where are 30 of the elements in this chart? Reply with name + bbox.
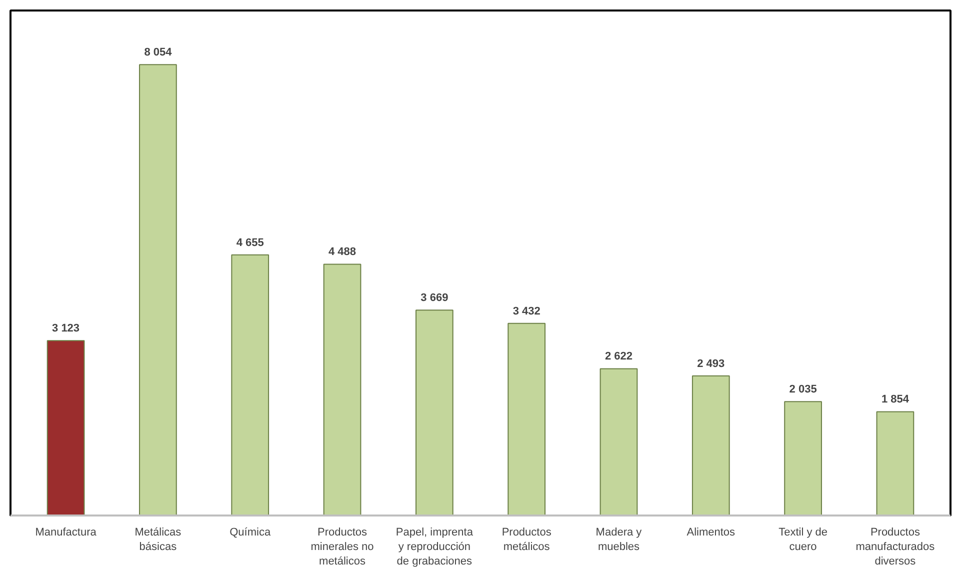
bar bbox=[692, 375, 730, 516]
bar bbox=[46, 340, 85, 516]
bar bbox=[508, 322, 546, 516]
bar bbox=[784, 401, 822, 516]
bar bbox=[600, 368, 638, 516]
data-label: 4 488 bbox=[328, 246, 356, 258]
x-tick-label: Madera y muebles bbox=[596, 526, 642, 553]
bar bbox=[876, 411, 914, 516]
data-label: 2 493 bbox=[697, 358, 725, 370]
data-label: 1 854 bbox=[881, 394, 910, 406]
data-label: 2 035 bbox=[789, 384, 817, 396]
x-tick-label: Productos metálicos bbox=[502, 526, 552, 553]
bar bbox=[323, 264, 362, 516]
x-tick-label: Manufactura bbox=[35, 526, 98, 538]
data-label: 3 669 bbox=[420, 292, 448, 304]
x-tick-label: Papel, imprenta y reproducción de grabaciones bbox=[396, 526, 474, 568]
x-tick-label: Química bbox=[230, 526, 272, 538]
data-label: 2 622 bbox=[604, 350, 633, 363]
x-tick-label: Metálicas básicas bbox=[134, 526, 182, 553]
bar bbox=[415, 310, 454, 516]
data-label: 4 655 bbox=[236, 236, 264, 249]
x-tick-label: Productos manufacturados diversos bbox=[856, 526, 936, 568]
data-label: 3 432 bbox=[512, 305, 540, 318]
bar bbox=[231, 254, 270, 516]
data-label: 3 123 bbox=[52, 322, 80, 335]
bar bbox=[139, 64, 177, 516]
x-tick-label: Productos minerales no metálicos bbox=[310, 526, 374, 568]
x-tick-label: Alimentos bbox=[686, 526, 736, 538]
x-tick-label: Textil y de cuero bbox=[778, 526, 828, 553]
data-label: 8 054 bbox=[144, 46, 173, 59]
